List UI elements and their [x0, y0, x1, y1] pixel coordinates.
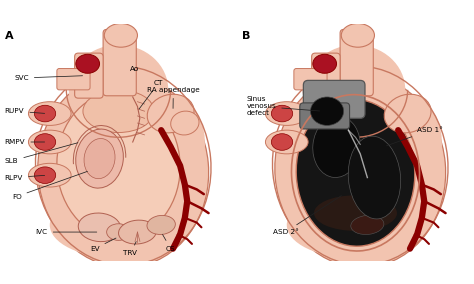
Ellipse shape	[83, 90, 154, 133]
Text: RA appendage: RA appendage	[147, 87, 200, 108]
FancyBboxPatch shape	[294, 68, 327, 90]
Ellipse shape	[107, 224, 130, 240]
Ellipse shape	[287, 192, 424, 258]
Ellipse shape	[28, 163, 71, 187]
Ellipse shape	[147, 216, 175, 235]
Ellipse shape	[314, 195, 397, 231]
Ellipse shape	[57, 90, 180, 156]
Ellipse shape	[351, 215, 384, 235]
Text: RUPV: RUPV	[5, 108, 45, 114]
Text: B: B	[242, 31, 250, 41]
Text: FO: FO	[12, 171, 87, 200]
Ellipse shape	[28, 102, 71, 126]
Text: CS: CS	[163, 235, 175, 252]
Ellipse shape	[275, 73, 446, 268]
Text: CT: CT	[139, 80, 164, 109]
Text: RLPV: RLPV	[5, 175, 45, 181]
Ellipse shape	[313, 116, 360, 178]
Ellipse shape	[348, 136, 401, 219]
Ellipse shape	[310, 97, 344, 126]
FancyBboxPatch shape	[103, 30, 137, 96]
Ellipse shape	[50, 192, 187, 258]
Ellipse shape	[34, 134, 56, 150]
Ellipse shape	[76, 54, 100, 73]
Text: EV: EV	[90, 238, 116, 252]
Text: Ao: Ao	[130, 66, 140, 72]
FancyBboxPatch shape	[311, 53, 340, 98]
Ellipse shape	[147, 94, 194, 133]
Ellipse shape	[38, 73, 209, 268]
Ellipse shape	[57, 92, 180, 239]
FancyBboxPatch shape	[75, 53, 103, 98]
FancyBboxPatch shape	[57, 68, 90, 90]
Ellipse shape	[341, 24, 374, 47]
Ellipse shape	[384, 94, 431, 133]
Ellipse shape	[78, 213, 121, 242]
Ellipse shape	[171, 111, 199, 135]
Ellipse shape	[265, 102, 308, 126]
Text: Sinus
venosus
defect: Sinus venosus defect	[246, 97, 319, 116]
FancyBboxPatch shape	[300, 103, 349, 129]
Ellipse shape	[34, 105, 56, 122]
Ellipse shape	[265, 130, 308, 154]
Ellipse shape	[271, 134, 292, 150]
FancyBboxPatch shape	[340, 30, 373, 96]
Ellipse shape	[118, 220, 156, 244]
Ellipse shape	[104, 24, 137, 47]
Ellipse shape	[28, 130, 71, 154]
Ellipse shape	[84, 139, 115, 179]
Text: TRV: TRV	[123, 242, 137, 256]
Text: ASD 1°: ASD 1°	[387, 127, 443, 146]
Ellipse shape	[374, 101, 442, 206]
Text: IVC: IVC	[36, 229, 97, 235]
Text: ASD 2°: ASD 2°	[273, 196, 341, 235]
FancyBboxPatch shape	[303, 80, 365, 118]
Ellipse shape	[34, 167, 56, 183]
Ellipse shape	[313, 54, 337, 73]
Ellipse shape	[137, 101, 205, 206]
Ellipse shape	[294, 90, 417, 156]
Ellipse shape	[271, 105, 292, 122]
Text: A: A	[5, 31, 13, 41]
Text: SVC: SVC	[14, 75, 82, 81]
Text: RMPV: RMPV	[5, 139, 45, 145]
Text: SLB: SLB	[5, 143, 78, 164]
Ellipse shape	[306, 45, 405, 135]
Ellipse shape	[76, 129, 123, 188]
Ellipse shape	[296, 99, 415, 246]
Ellipse shape	[69, 45, 168, 135]
